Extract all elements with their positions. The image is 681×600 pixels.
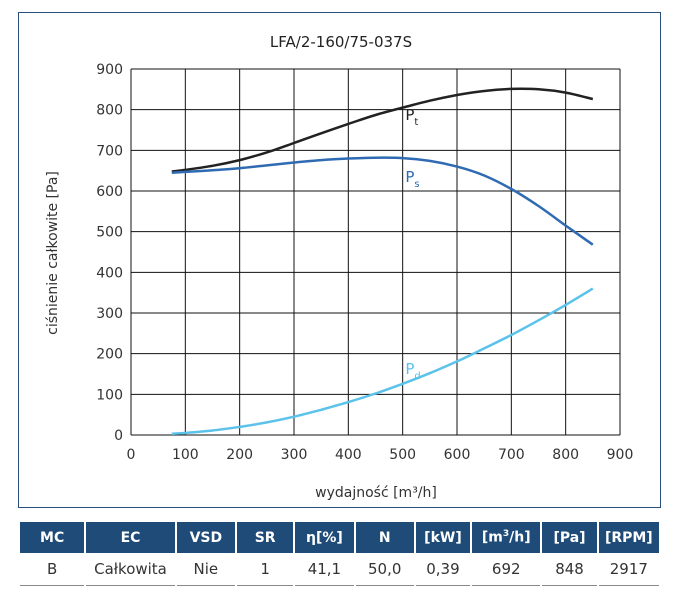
table-cell: 50,0 <box>355 553 414 586</box>
series-line-pd <box>171 287 594 436</box>
x-tick-label: 200 <box>226 447 253 463</box>
x-axis-title: wydajność [m³/h] <box>315 485 437 501</box>
x-tick-label: 800 <box>552 447 579 463</box>
chart-title: LFA/2-160/75-037S <box>270 33 412 51</box>
series-label-pd: Pd <box>405 360 420 382</box>
chart: LFA/2-160/75-037S Pt Ps Pd 0 100 200 300 400 50… <box>45 33 633 501</box>
x-tick-label: 900 <box>607 447 634 463</box>
series-line-pt <box>171 87 594 173</box>
curves: Pt Ps Pd <box>171 87 594 436</box>
table-header-cell: EC <box>86 522 175 553</box>
series-line-ps <box>171 156 594 246</box>
x-tick-label: 100 <box>172 447 199 463</box>
series-label-pt: Pt <box>405 106 418 128</box>
table-header-cell: SR <box>237 522 294 553</box>
chart-frame: LFA/2-160/75-037S Pt Ps Pd 0 100 200 300 400 50… <box>18 12 661 508</box>
table-header-cell: [RPM] <box>598 522 659 553</box>
x-tick-label: 300 <box>281 447 308 463</box>
grid <box>130 68 621 436</box>
table-cell: Nie <box>176 553 235 586</box>
table-cell: B <box>20 553 85 586</box>
table-cell: 2917 <box>598 553 659 586</box>
spec-table: MC EC VSD SR η[%] N [kW] [m3/h] [Pa] [RPM] B Całko… <box>18 522 661 586</box>
y-tick-label: 800 <box>96 103 123 119</box>
table-cell: Całkowita <box>86 553 175 586</box>
y-tick-label: 600 <box>96 184 123 200</box>
table-header-row: MC EC VSD SR η[%] N [kW] [m3/h] [Pa] [RPM] <box>20 522 659 553</box>
y-axis-title: ciśnienie całkowite [Pa] <box>45 171 61 335</box>
y-tick-label: 900 <box>96 62 123 78</box>
x-tick-label: 500 <box>389 447 416 463</box>
x-tick-label: 400 <box>335 447 362 463</box>
x-tick-label: 600 <box>444 447 471 463</box>
tick-labels: 0 100 200 300 400 500 600 700 800 900 0 100 200 300 40… <box>96 62 633 463</box>
table-cell: 848 <box>542 553 597 586</box>
y-tick-label: 0 <box>114 428 123 444</box>
y-tick-label: 200 <box>96 347 123 363</box>
x-tick-label: 700 <box>498 447 525 463</box>
table-header-cell: η[%] <box>295 522 354 553</box>
series-label-ps: Ps <box>405 168 419 190</box>
y-tick-label: 100 <box>96 387 123 403</box>
table-cell: 1 <box>237 553 294 586</box>
table-header-cell: [Pa] <box>542 522 597 553</box>
x-tick-label: 0 <box>127 447 136 463</box>
table-header-cell: MC <box>20 522 85 553</box>
table-header-cell: [kW] <box>415 522 471 553</box>
y-tick-label: 300 <box>96 306 123 322</box>
table-row: B Całkowita Nie 1 41,1 50,0 0,39 692 848 2917 <box>20 553 659 586</box>
y-tick-label: 500 <box>96 225 123 241</box>
y-tick-label: 400 <box>96 265 123 281</box>
y-tick-label: 700 <box>96 143 123 159</box>
table-header-cell: [m3/h] <box>472 522 541 553</box>
table-cell: 692 <box>472 553 541 586</box>
table-header-cell: N <box>355 522 414 553</box>
table-header-cell: VSD <box>176 522 235 553</box>
table-cell: 41,1 <box>295 553 354 586</box>
table-cell: 0,39 <box>415 553 471 586</box>
